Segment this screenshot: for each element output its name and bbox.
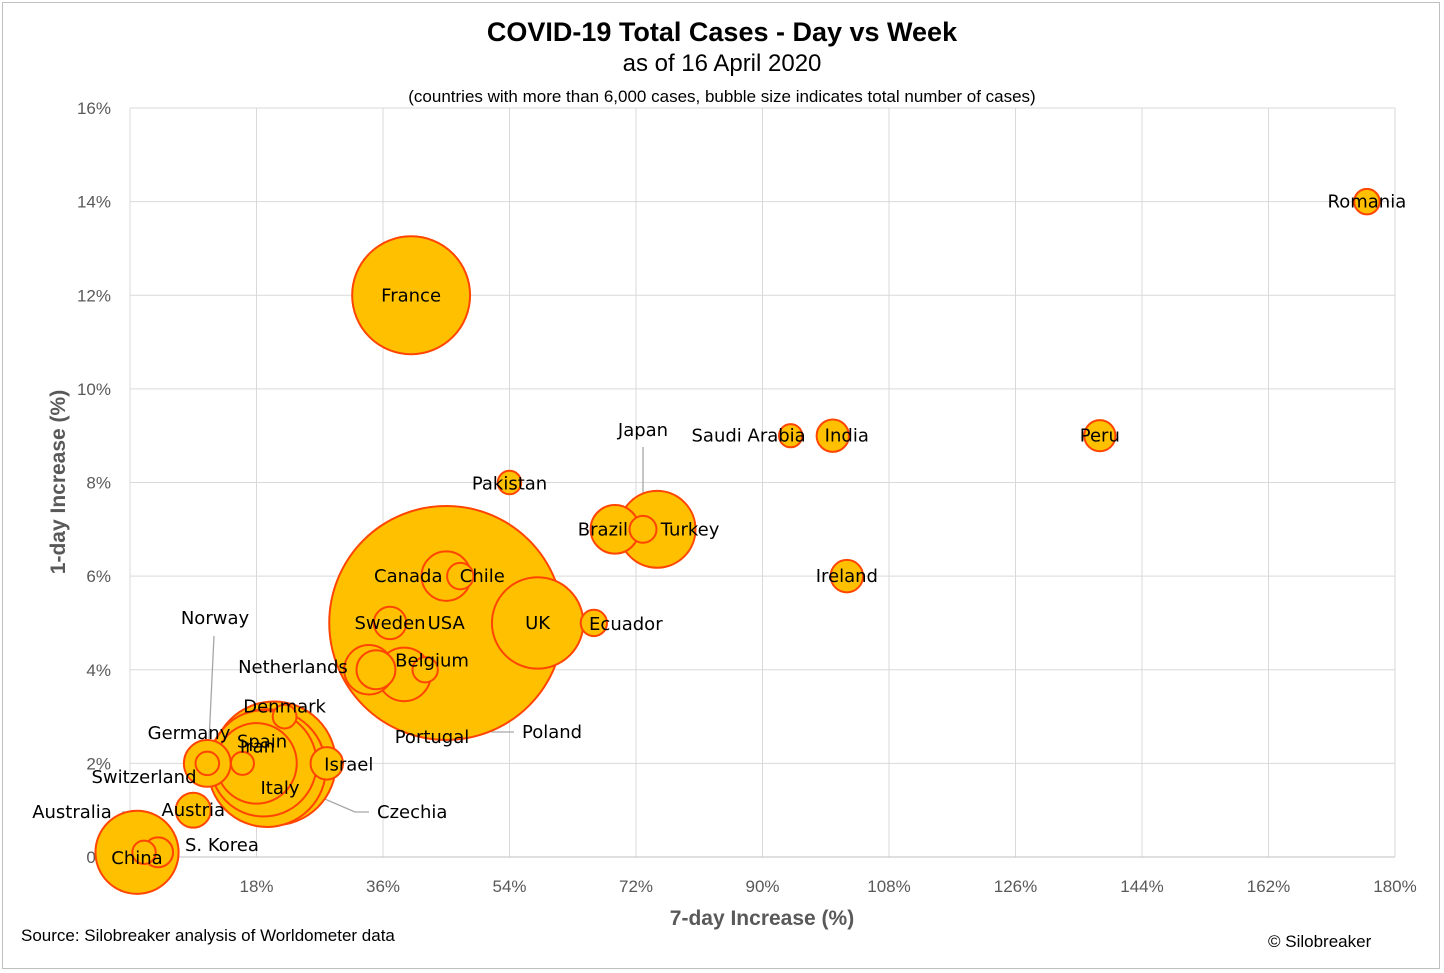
label-belgium: Belgium bbox=[395, 650, 469, 671]
y-tick-label: 12% bbox=[77, 286, 111, 305]
bubble-labels: USA Spain Italy Germany France UK China Iran Tur… bbox=[32, 192, 1406, 869]
label-norway: Norway bbox=[181, 608, 250, 629]
label-netherlands: Netherlands bbox=[238, 657, 348, 678]
label-denmark: Denmark bbox=[243, 697, 326, 718]
y-tick-label: 6% bbox=[86, 567, 111, 586]
label-uk: UK bbox=[525, 613, 551, 634]
copyright-note: © Silobreaker bbox=[1268, 932, 1372, 951]
bubble-india bbox=[815, 418, 850, 453]
label-spain: Spain bbox=[237, 731, 287, 752]
bubble-japan bbox=[628, 514, 658, 544]
x-tick-label: 162% bbox=[1247, 877, 1290, 896]
bubble-ireland bbox=[829, 558, 865, 594]
x-tick-label: 108% bbox=[867, 877, 910, 896]
label-israel: Israel bbox=[324, 754, 373, 775]
y-tick-label: 2% bbox=[86, 754, 111, 773]
label-germany: Germany bbox=[148, 723, 231, 744]
x-axis-title: 7-day Increase (%) bbox=[670, 907, 854, 930]
y-tick-label: 8% bbox=[86, 474, 111, 493]
bubble-portugal bbox=[355, 649, 397, 691]
label-canada: Canada bbox=[374, 566, 443, 587]
label-turkey: Turkey bbox=[660, 519, 720, 540]
label-austria: Austria bbox=[161, 800, 225, 821]
label-s-korea: S. Korea bbox=[185, 835, 259, 856]
label-chile: Chile bbox=[460, 566, 505, 587]
label-france: France bbox=[381, 285, 441, 306]
label-india: India bbox=[825, 426, 869, 447]
bubbles bbox=[94, 187, 1381, 895]
bubble-romania bbox=[1353, 187, 1381, 216]
label-switzerland: Switzerland bbox=[92, 767, 197, 788]
label-sweden: Sweden bbox=[354, 613, 425, 634]
label-usa: USA bbox=[428, 613, 466, 634]
chart-subtitle: as of 16 April 2020 bbox=[622, 50, 822, 77]
y-axis-title: 1-day Increase (%) bbox=[47, 390, 70, 574]
label-australia: Australia bbox=[32, 802, 112, 823]
x-tick-label: 90% bbox=[745, 877, 779, 896]
bubble-france bbox=[351, 235, 472, 356]
label-poland: Poland bbox=[522, 722, 582, 743]
bubble-israel bbox=[309, 746, 345, 781]
chart-note: (countries with more than 6,000 cases, b… bbox=[408, 87, 1036, 106]
bubble-austria bbox=[174, 791, 212, 829]
bubble-saudi-arabia bbox=[778, 423, 804, 449]
label-ireland: Ireland bbox=[816, 566, 878, 587]
label-ecuador: Ecuador bbox=[589, 614, 663, 635]
y-tick-label: 10% bbox=[77, 380, 111, 399]
bubble-norway bbox=[194, 750, 221, 777]
bubble-sweden bbox=[372, 605, 408, 641]
label-japan: Japan bbox=[617, 420, 668, 441]
x-tick-label: 18% bbox=[239, 877, 273, 896]
y-tick-label: 4% bbox=[86, 661, 111, 680]
bubble-poland bbox=[411, 656, 439, 684]
label-brazil: Brazil bbox=[578, 519, 628, 540]
bubble-ecuador bbox=[579, 608, 608, 638]
label-saudi-arabia: Saudi Arabia bbox=[692, 426, 806, 447]
bubble-denmark bbox=[271, 703, 298, 730]
x-tick-label: 126% bbox=[994, 877, 1037, 896]
label-peru: Peru bbox=[1080, 426, 1120, 447]
y-tick-label: 14% bbox=[77, 193, 111, 212]
chart-title: COVID-19 Total Cases - Day vs Week bbox=[486, 17, 958, 47]
label-china: China bbox=[111, 848, 162, 869]
label-iran: Iran bbox=[240, 736, 275, 757]
source-note: Source: Silobreaker analysis of Worldome… bbox=[21, 926, 395, 945]
x-tick-label: 72% bbox=[619, 877, 653, 896]
label-czechia: Czechia bbox=[377, 802, 447, 823]
label-italy: Italy bbox=[261, 778, 300, 799]
bubble-czechia bbox=[229, 750, 255, 776]
label-portugal: Portugal bbox=[395, 727, 470, 748]
x-tick-label: 54% bbox=[492, 877, 526, 896]
bubble-chile bbox=[446, 561, 475, 591]
label-romania: Romania bbox=[1328, 192, 1407, 213]
x-tick-label: 36% bbox=[366, 877, 400, 896]
bubble-pakistan bbox=[496, 469, 523, 496]
y-tick-label: 16% bbox=[77, 99, 111, 118]
label-pakistan: Pakistan bbox=[472, 474, 547, 495]
x-tick-label: 180% bbox=[1373, 877, 1416, 896]
bubble-peru bbox=[1083, 419, 1117, 453]
bubble-australia bbox=[131, 839, 157, 866]
x-tick-label: 144% bbox=[1120, 877, 1163, 896]
